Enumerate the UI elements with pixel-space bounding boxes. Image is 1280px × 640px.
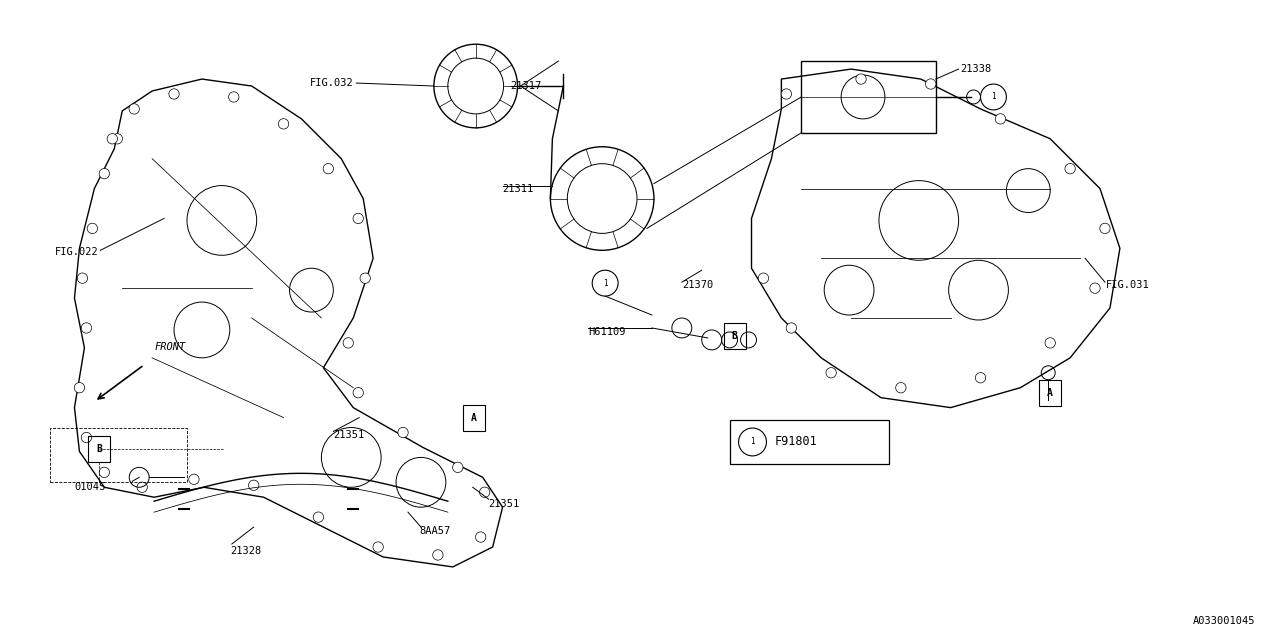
Circle shape [108,134,118,144]
Circle shape [129,104,140,114]
Text: 1: 1 [603,278,608,287]
Circle shape [786,323,796,333]
Text: 21351: 21351 [489,499,520,509]
Circle shape [372,542,383,552]
Circle shape [314,512,324,522]
Circle shape [896,383,906,393]
Circle shape [113,134,123,144]
Circle shape [480,487,490,497]
Circle shape [278,118,289,129]
Text: A: A [1047,388,1053,397]
Circle shape [353,387,364,398]
Text: 1: 1 [991,92,996,102]
Text: A: A [471,413,476,422]
Text: FRONT: FRONT [155,342,186,352]
Text: 21370: 21370 [682,280,713,290]
Circle shape [1065,163,1075,174]
Circle shape [99,467,110,477]
Circle shape [99,168,110,179]
Circle shape [74,383,84,393]
Circle shape [353,213,364,223]
Text: 21351: 21351 [333,429,365,440]
Circle shape [1089,283,1101,293]
Circle shape [1044,338,1056,348]
Text: 8AA57: 8AA57 [419,526,451,536]
Text: FIG.022: FIG.022 [55,247,99,257]
Circle shape [229,92,239,102]
Text: 1: 1 [750,438,755,447]
Bar [730,420,888,465]
Circle shape [1100,223,1110,234]
Circle shape [453,462,463,472]
Text: 21311: 21311 [503,184,534,193]
Bar [50,428,187,483]
Text: 21317: 21317 [511,81,541,91]
Circle shape [360,273,370,284]
Circle shape [826,367,836,378]
Circle shape [81,323,92,333]
Circle shape [996,114,1006,124]
Circle shape [398,428,408,438]
Circle shape [137,482,147,492]
Circle shape [81,432,92,443]
Text: 21338: 21338 [960,64,992,74]
Text: 21328: 21328 [230,546,261,556]
Circle shape [169,89,179,99]
Circle shape [856,74,867,84]
Circle shape [758,273,768,284]
Circle shape [433,550,443,560]
Circle shape [781,89,791,99]
Text: H61109: H61109 [589,327,626,337]
Circle shape [343,338,353,348]
Circle shape [925,79,936,89]
Circle shape [975,372,986,383]
Bar [801,61,936,133]
Circle shape [188,474,200,484]
Circle shape [475,532,486,542]
Circle shape [87,223,97,234]
Circle shape [77,273,87,284]
Text: A033001045: A033001045 [1193,616,1256,626]
Text: F91801: F91801 [774,435,817,449]
Text: FIG.031: FIG.031 [1106,280,1149,290]
Text: B: B [96,444,102,454]
Text: 0104S: 0104S [74,483,106,492]
Circle shape [248,480,259,490]
Circle shape [323,163,334,174]
Text: B: B [732,331,737,341]
Text: FIG.032: FIG.032 [310,78,353,88]
